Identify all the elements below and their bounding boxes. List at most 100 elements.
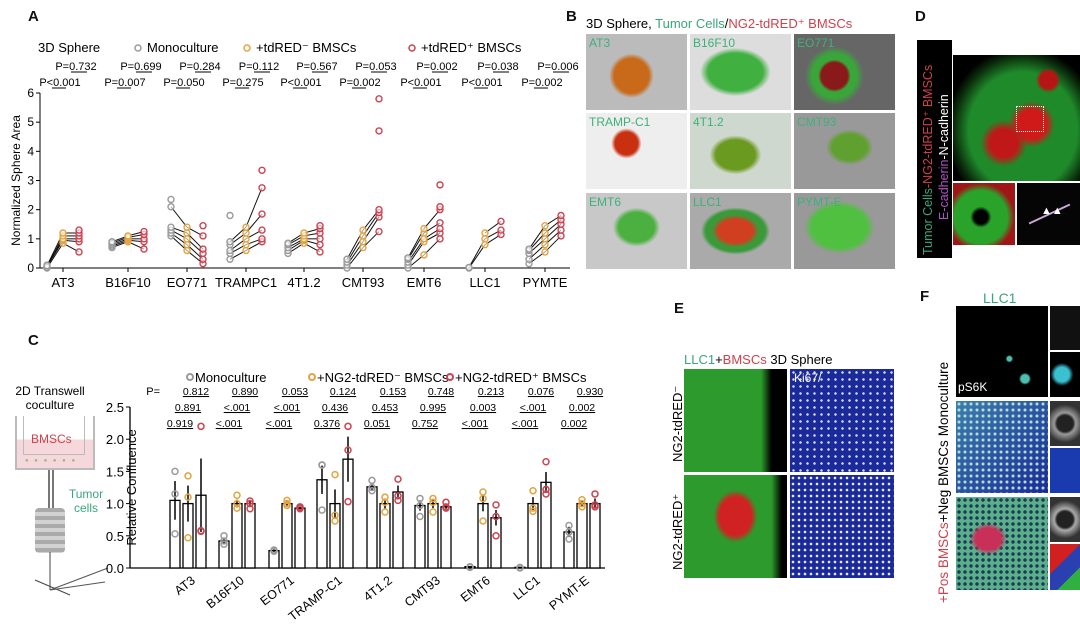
sphere-image-tile: CMT93 bbox=[794, 113, 895, 189]
panel-d-inset-cadherin: ▲▲ bbox=[1017, 183, 1080, 245]
y-tick-label: 0 bbox=[27, 261, 34, 275]
data-point bbox=[108, 238, 116, 246]
panel-f-inset bbox=[1050, 544, 1080, 590]
p-value-top: P=0.006 bbox=[537, 61, 578, 73]
panel-d-inset-merge bbox=[953, 183, 1015, 245]
data-point bbox=[578, 499, 586, 508]
x-tick-label: TRAMPC1 bbox=[215, 275, 277, 290]
panel-e-pos-ki67-image bbox=[790, 475, 894, 578]
panel-f-row-labels: +Pos BMSCs+Neg BMSCsMonoculture bbox=[936, 361, 951, 603]
data-point bbox=[529, 504, 537, 512]
data-point bbox=[331, 511, 339, 519]
data-point bbox=[565, 521, 573, 530]
data-point bbox=[246, 499, 254, 508]
data-point bbox=[529, 486, 537, 495]
data-point bbox=[542, 457, 550, 466]
data-point bbox=[258, 166, 266, 174]
legend-entry: Monoculture bbox=[147, 40, 219, 55]
panel-f-pos-image bbox=[956, 497, 1048, 590]
y-tick-label: 2.5 bbox=[106, 400, 124, 415]
microscope-objective-icon bbox=[35, 508, 65, 553]
p-value: 0.076 bbox=[528, 386, 554, 398]
data-point bbox=[59, 229, 67, 237]
data-point bbox=[316, 222, 324, 230]
p-value-top: P=0.053 bbox=[355, 61, 396, 73]
data-point bbox=[140, 227, 148, 236]
data-point bbox=[541, 248, 549, 256]
title-bmsc: NG2-tdRED⁺ BMSCs bbox=[728, 16, 853, 31]
data-point bbox=[75, 248, 83, 256]
x-tick-label: EO771 bbox=[258, 573, 297, 608]
y-tick-label: 2 bbox=[27, 203, 34, 217]
data-point bbox=[197, 526, 205, 535]
p-value: 0.436 bbox=[322, 402, 348, 414]
data-point bbox=[124, 232, 132, 240]
p-value-top: P=0.002 bbox=[416, 61, 457, 73]
x-tick-label: LLC1 bbox=[511, 573, 543, 602]
data-point bbox=[167, 203, 175, 211]
y-tick-label: 1 bbox=[27, 232, 34, 246]
panel-e-neg-ki67-image: Ki67/ bbox=[790, 369, 894, 472]
data-point bbox=[381, 498, 389, 507]
p-value: <.001 bbox=[274, 402, 301, 414]
y-axis-label: Relative Confluence bbox=[124, 429, 139, 545]
data-point bbox=[220, 532, 228, 540]
data-point bbox=[578, 503, 586, 511]
y-tick-label: 3 bbox=[27, 174, 34, 188]
p-value: <.001 bbox=[520, 402, 547, 414]
data-point bbox=[591, 501, 599, 509]
tile-label: TRAMP-C1 bbox=[589, 115, 651, 129]
data-point bbox=[233, 499, 241, 508]
data-point bbox=[466, 562, 474, 571]
pair-line bbox=[544, 235, 562, 253]
data-point bbox=[394, 496, 402, 505]
sphere-image-tile: LLC1 bbox=[690, 193, 791, 269]
data-point bbox=[43, 261, 51, 270]
diagram-tumor-label: Tumor cells bbox=[68, 487, 104, 515]
data-point bbox=[420, 224, 428, 233]
data-point bbox=[436, 203, 444, 211]
diagram-title: 2D Transwell coculture bbox=[15, 384, 85, 412]
data-point bbox=[436, 181, 444, 189]
title-prefix: 3D Sphere, bbox=[586, 16, 656, 31]
data-point bbox=[525, 245, 533, 253]
x-tick-label: LLC1 bbox=[469, 275, 500, 290]
panel-f-inset bbox=[1050, 448, 1080, 493]
data-point bbox=[381, 493, 389, 501]
data-point bbox=[416, 501, 424, 510]
data-point bbox=[344, 446, 352, 454]
data-point bbox=[318, 506, 326, 514]
legend-entry: +tdRED⁺ BMSCs bbox=[421, 40, 522, 55]
transwell-diagram: BMSCs ● ● ● ● ● ● bbox=[15, 416, 95, 470]
panel-f-inset bbox=[1050, 306, 1080, 350]
data-point bbox=[331, 470, 339, 479]
p-value-top: P=0.732 bbox=[55, 61, 96, 73]
x-tick-label: EMT6 bbox=[407, 275, 442, 290]
data-point bbox=[171, 467, 179, 476]
data-point bbox=[429, 508, 437, 516]
tile-label: LLC1 bbox=[693, 195, 722, 209]
data-point bbox=[199, 222, 207, 230]
y-axis-label: Normalized Sphere Area bbox=[9, 115, 23, 246]
panel-b-label: B bbox=[566, 8, 577, 25]
bar bbox=[589, 502, 601, 569]
p-value: 0.124 bbox=[330, 386, 356, 398]
data-point bbox=[233, 504, 241, 512]
x-tick-label: AT3 bbox=[172, 573, 198, 598]
legend-entry: +NG2-tdRED⁺ BMSCs bbox=[455, 370, 587, 385]
panel-f-label: F bbox=[920, 288, 930, 305]
data-point bbox=[140, 245, 148, 253]
data-point bbox=[368, 486, 376, 495]
bar bbox=[477, 502, 489, 569]
data-point bbox=[442, 498, 450, 507]
panel-e-pos-merge-image bbox=[684, 475, 787, 578]
sphere-image-tile: 4T1.2 bbox=[690, 113, 791, 189]
p-value: <.001 bbox=[216, 418, 243, 430]
data-point bbox=[404, 254, 412, 262]
x-tick-label: EO771 bbox=[167, 275, 207, 290]
panel-d-confocal-image bbox=[953, 55, 1080, 181]
y-tick-label: 4 bbox=[27, 144, 34, 158]
data-point bbox=[368, 483, 376, 492]
data-point bbox=[516, 563, 524, 572]
panel-f-inset bbox=[1050, 497, 1080, 542]
